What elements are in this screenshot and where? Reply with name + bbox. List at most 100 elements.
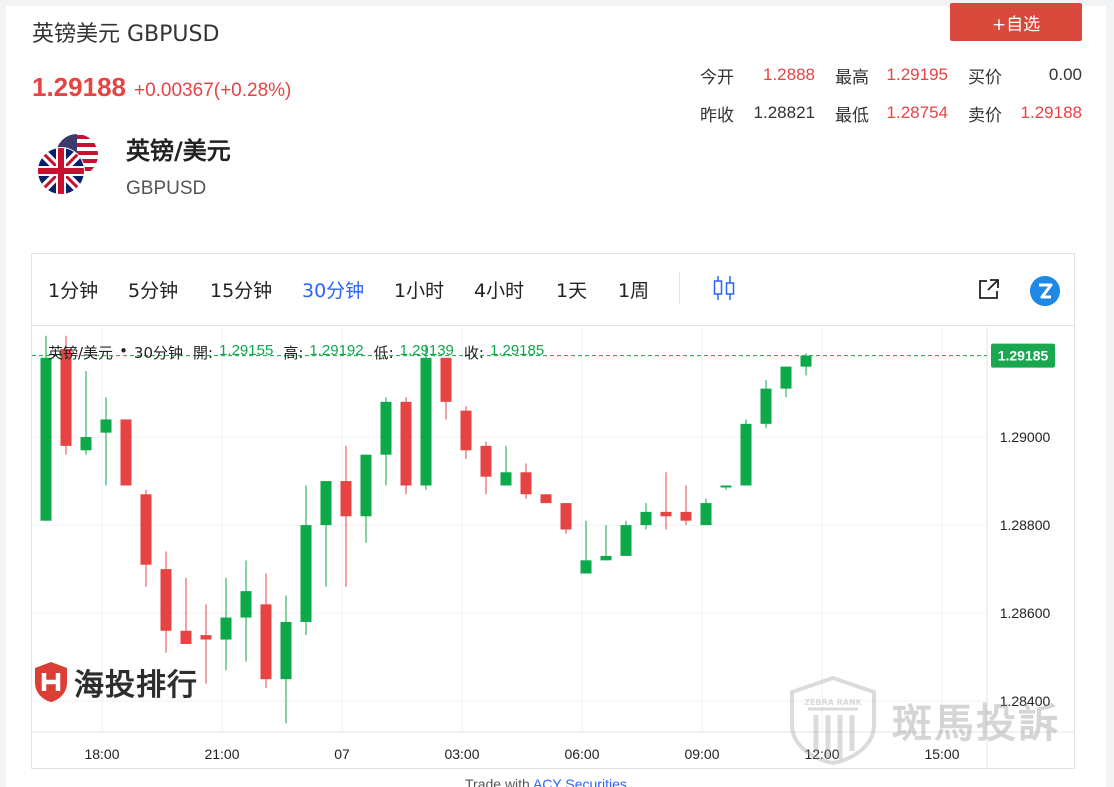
quote-row-2: 昨收 1.28821 最低 1.28754 卖价 1.29188 xyxy=(700,94,1084,132)
candle-body xyxy=(740,423,752,486)
tab-4hour[interactable]: 4小时 xyxy=(474,280,525,302)
trade-with-text: Trade with xyxy=(465,776,530,787)
candle-body xyxy=(460,410,472,451)
tab-1hour[interactable]: 1小时 xyxy=(394,280,445,302)
candle-body xyxy=(100,419,112,433)
candlestick-type-icon[interactable] xyxy=(712,274,736,302)
ask-value: 1.29188 xyxy=(1020,103,1082,122)
candle-body xyxy=(620,525,632,556)
candle-body xyxy=(540,494,552,504)
zebra-logo-icon[interactable] xyxy=(1030,276,1060,306)
candle-body xyxy=(800,355,812,367)
x-tick-label: 21:00 xyxy=(204,746,239,762)
legend-symbol: 英镑/美元 xyxy=(48,344,114,362)
ask-label: 卖价 xyxy=(968,105,1002,126)
candle-body xyxy=(520,472,532,495)
broker-link[interactable]: ACY Securities xyxy=(532,776,627,787)
legend-low-value: 1.29139 xyxy=(399,342,454,359)
tab-1day[interactable]: 1天 xyxy=(556,280,588,302)
candle-body xyxy=(60,349,72,446)
price-change: +0.00367(+0.28%) xyxy=(133,80,292,101)
candle-body xyxy=(440,357,452,402)
legend-close-label: 收: xyxy=(463,344,484,362)
candle-body xyxy=(280,621,292,680)
ohlc-legend: 英镑/美元 • 30分钟 開: 1.29155 高: 1.29192 低: 1.… xyxy=(48,342,544,363)
legend-interval: 30分钟 xyxy=(133,344,184,362)
legend-low-label: 低: xyxy=(373,344,394,362)
frame-top-border xyxy=(0,0,1114,6)
legend-high-label: 高: xyxy=(283,344,304,362)
trade-with-footer: Trade with ACY Securities xyxy=(465,776,627,787)
candle-body xyxy=(380,401,392,455)
candle-body xyxy=(560,503,572,530)
candle-body xyxy=(180,630,192,644)
low-label: 最低 xyxy=(835,105,869,126)
x-tick-label: 03:00 xyxy=(444,746,479,762)
tab-30min[interactable]: 30分钟 xyxy=(302,280,365,302)
candle-body xyxy=(600,555,612,561)
zebra-shield-icon: ZEBRA RANK xyxy=(790,675,876,765)
candle-body xyxy=(700,503,712,526)
x-tick-label: 12:00 xyxy=(804,746,839,762)
candle-body xyxy=(160,569,172,631)
candle-body xyxy=(200,635,212,640)
y-tick-label: 1.28800 xyxy=(1000,517,1051,533)
legend-open-value: 1.29155 xyxy=(219,342,274,359)
candle-body xyxy=(220,617,232,640)
candle-body xyxy=(680,511,692,521)
candle-body xyxy=(640,511,652,526)
candle-body xyxy=(260,604,272,680)
chart-card: 1分钟 5分钟 15分钟 30分钟 1小时 4小时 1天 1周 1.29000 1… xyxy=(31,253,1075,769)
y-tick-label: 1.28600 xyxy=(1000,605,1051,621)
haitou-logo: 海投排行 xyxy=(34,660,198,704)
tab-5min[interactable]: 5分钟 xyxy=(128,280,179,302)
candle-body xyxy=(320,481,332,526)
legend-high-value: 1.29192 xyxy=(309,342,364,359)
legend-close-value: 1.29185 xyxy=(489,342,545,359)
add-watchlist-button[interactable]: +自选 xyxy=(950,3,1082,41)
gb-us-flag-icon xyxy=(37,134,98,195)
x-tick-label: 07 xyxy=(334,746,350,762)
x-tick-label: 06:00 xyxy=(564,746,599,762)
y-tick-label: 1.28400 xyxy=(1000,693,1051,709)
quote-row-1: 今开 1.2888 最高 1.29195 买价 0.00 xyxy=(700,56,1084,94)
x-tick-label: 18:00 xyxy=(84,746,119,762)
candle-body xyxy=(360,454,372,517)
prev-close-label: 昨收 xyxy=(700,105,734,126)
candle-body xyxy=(780,366,792,389)
candle-body xyxy=(760,388,772,424)
last-price-badge xyxy=(991,343,1055,368)
toolbar-divider xyxy=(679,272,680,304)
tab-15min[interactable]: 15分钟 xyxy=(210,280,273,302)
high-value: 1.29195 xyxy=(886,65,948,84)
candle-body xyxy=(420,357,432,486)
y-tick-label: 1.29000 xyxy=(1000,429,1051,445)
candlestick-chart[interactable]: 1.29000 1.28800 1.28600 1.28400 18:00 21:00 07… xyxy=(32,327,1074,769)
candle-body xyxy=(140,494,152,565)
popout-icon[interactable] xyxy=(977,277,1001,301)
shield-icon xyxy=(35,662,67,702)
candle-body xyxy=(120,419,132,486)
tab-1week[interactable]: 1周 xyxy=(618,280,650,302)
zebra-watermark-text: 斑馬投訴 xyxy=(892,701,1060,747)
zebra-small-text: ZEBRA RANK xyxy=(804,698,863,707)
current-price: 1.29188 xyxy=(32,72,126,102)
page-title: 英镑美元 GBPUSD xyxy=(32,22,220,47)
zebra-watermark: ZEBRA RANK 斑馬投訴 xyxy=(788,675,1060,765)
instrument-name: 英镑/美元 xyxy=(126,137,231,165)
tab-1min[interactable]: 1分钟 xyxy=(48,280,99,302)
candle-body xyxy=(500,472,512,486)
frame-left-border xyxy=(0,0,6,787)
candle-body xyxy=(400,401,412,486)
legend-dot: • xyxy=(119,342,128,360)
bid-label: 买价 xyxy=(968,67,1002,88)
candle-body xyxy=(720,485,732,488)
candle-body xyxy=(80,437,92,451)
candle-body xyxy=(340,481,352,517)
candle-body xyxy=(40,357,52,521)
open-label: 今开 xyxy=(700,67,734,88)
last-price-label: 1.29185 xyxy=(998,348,1049,364)
open-value: 1.2888 xyxy=(763,65,815,84)
quote-grid: 今开 1.2888 最高 1.29195 买价 0.00 昨收 1.28821 … xyxy=(700,56,1084,132)
high-label: 最高 xyxy=(835,67,869,88)
